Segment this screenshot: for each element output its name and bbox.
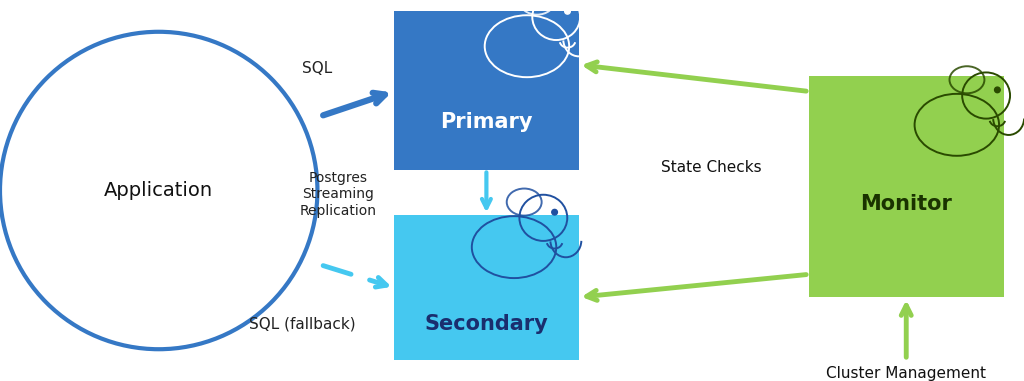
Text: Postgres
Streaming
Replication: Postgres Streaming Replication (299, 171, 377, 218)
Bar (809, 76, 1004, 297)
Ellipse shape (552, 210, 557, 215)
Text: Secondary: Secondary (425, 314, 548, 334)
Text: Cluster Management: Cluster Management (826, 366, 986, 381)
Bar (394, 11, 579, 170)
Text: SQL: SQL (302, 61, 333, 76)
Ellipse shape (0, 32, 317, 349)
Bar (394, 215, 579, 360)
Text: State Checks: State Checks (662, 160, 762, 175)
Text: Primary: Primary (440, 112, 532, 132)
Text: Monitor: Monitor (860, 194, 952, 215)
Ellipse shape (994, 87, 1000, 93)
Ellipse shape (564, 8, 570, 14)
Text: Application: Application (104, 181, 213, 200)
Text: SQL (fallback): SQL (fallback) (249, 316, 355, 331)
